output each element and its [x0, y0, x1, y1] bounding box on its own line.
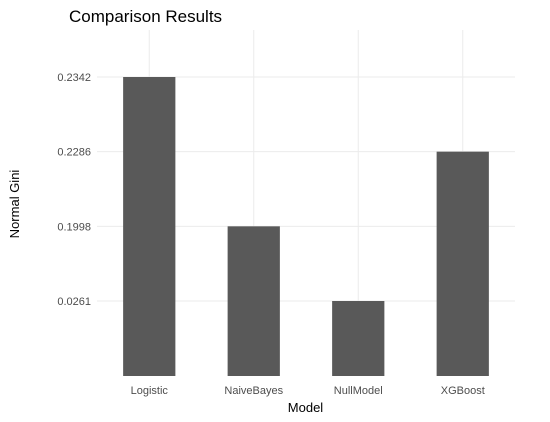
y-tick-label: 0.2342 — [57, 72, 91, 84]
chart-title: Comparison Results — [69, 7, 222, 26]
y-tick-label: 0.0261 — [57, 296, 91, 308]
x-tick-label: XGBoost — [441, 385, 485, 397]
y-axis-title: Normal Gini — [7, 170, 22, 239]
x-tick-label: NullModel — [334, 385, 383, 397]
bar-logistic — [123, 77, 176, 376]
x-tick-label: NaiveBayes — [224, 385, 283, 397]
y-tick-label: 0.2286 — [57, 147, 91, 159]
bar-naivebayes — [227, 226, 280, 376]
y-tick-label: 0.1998 — [57, 221, 91, 233]
bars — [123, 77, 489, 376]
x-tick-labels: Logistic NaiveBayes NullModel XGBoost — [131, 385, 485, 397]
x-axis-title: Model — [288, 400, 324, 415]
bar-nullmodel — [332, 301, 385, 376]
y-tick-labels: 0.0261 0.1998 0.2286 0.2342 — [57, 72, 91, 308]
x-tick-label: Logistic — [131, 385, 169, 397]
bar-xgboost — [436, 151, 489, 376]
